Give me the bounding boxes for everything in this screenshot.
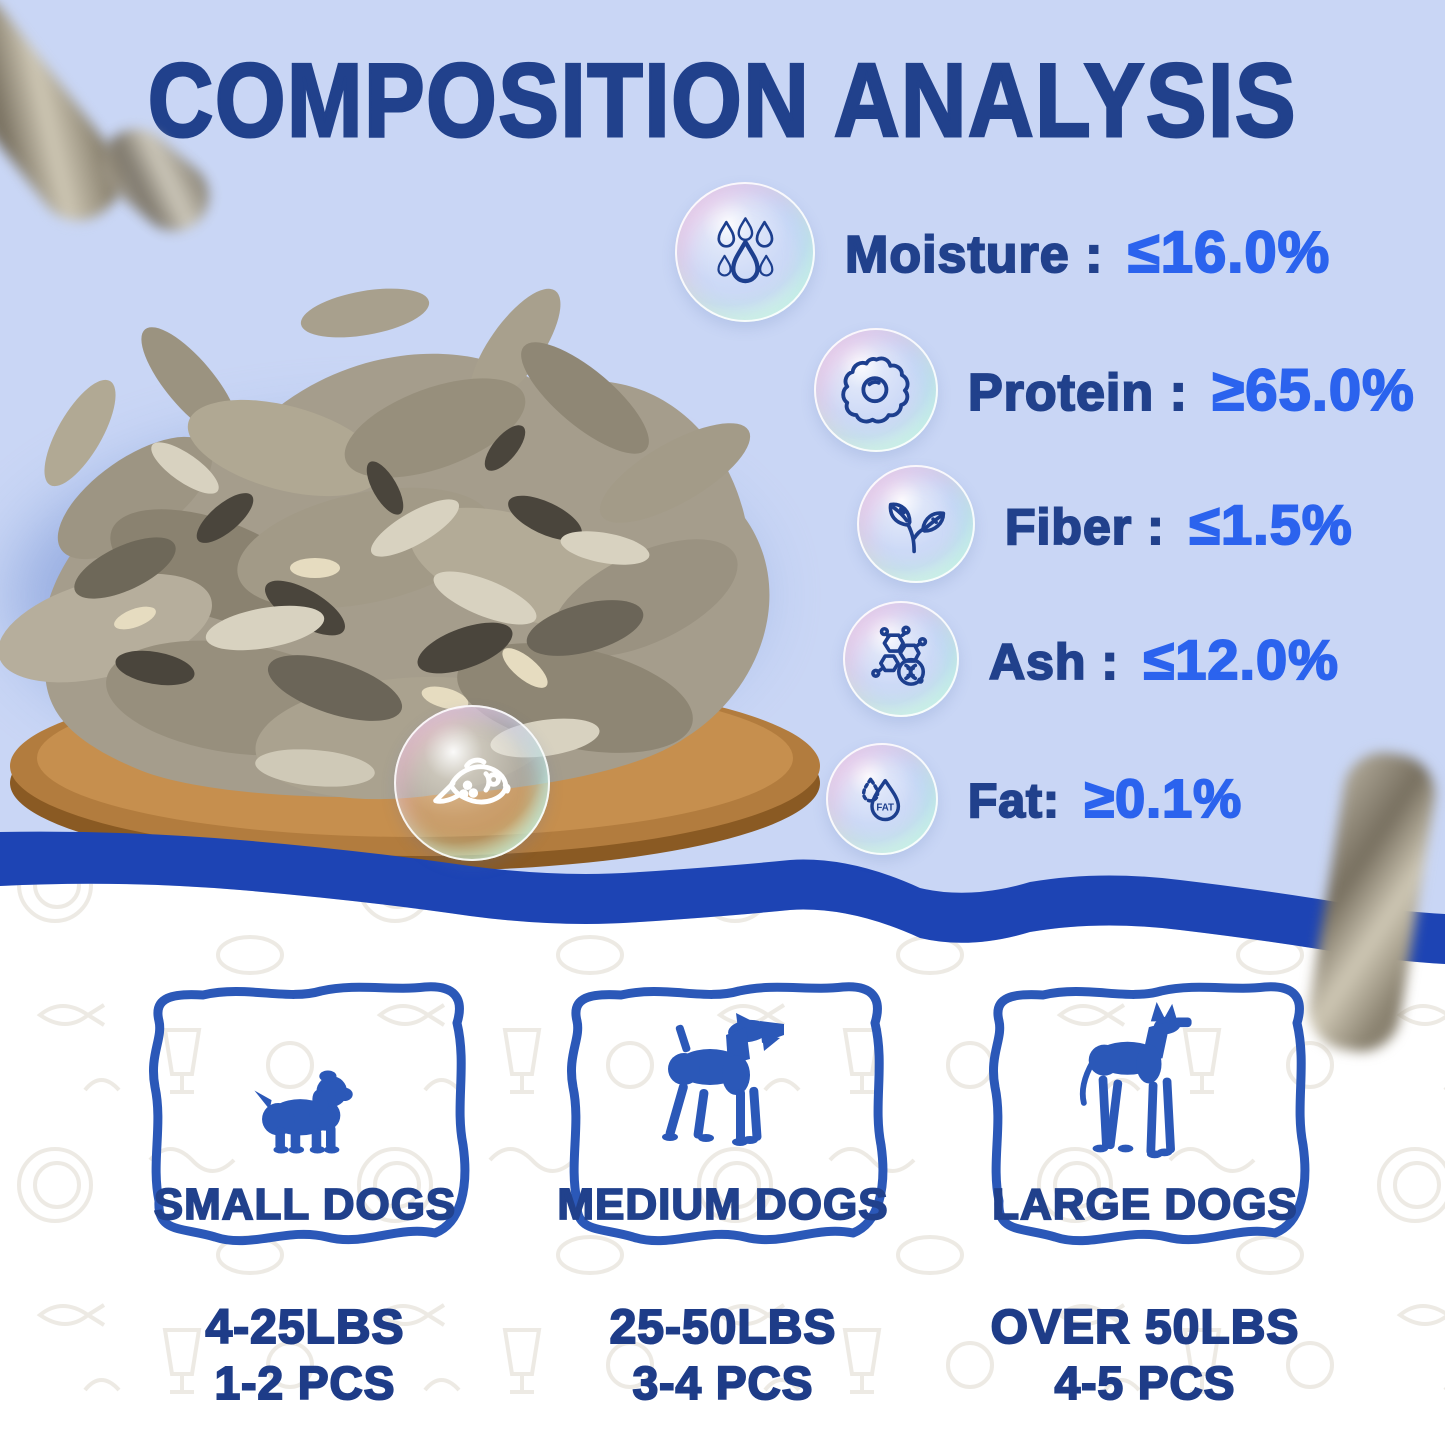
medium-dogs-weight: 25-50LBS [609, 1300, 837, 1355]
fat-bubble: FAT [826, 743, 938, 855]
medium-dogs-pieces: 3-4 PCS [632, 1356, 814, 1410]
molecule-icon [871, 625, 928, 686]
fish-icon [432, 757, 511, 805]
water-drops-icon [717, 216, 773, 283]
wave-band [0, 831, 1445, 964]
fat-text: Fat: ≥0.1% [967, 768, 1243, 830]
leaf-sprout-icon [889, 503, 946, 554]
composition-row-protein: Protein : ≥65.0% [814, 328, 1415, 452]
protein-text: Protein : ≥65.0% [967, 357, 1415, 424]
protein-bubble [814, 328, 938, 452]
fat-drop-icon: FAT [862, 777, 901, 822]
large-dogs-panel: LARGE DOGS OVER 50LBS 4-5 PCS [945, 972, 1345, 1442]
fat-value: ≥0.1% [1083, 768, 1243, 830]
hand-drawn-frame [567, 982, 888, 1246]
ash-value: ≤12.0% [1142, 627, 1339, 692]
ash-label: Ash : [988, 633, 1119, 691]
moisture-value: ≤16.0% [1127, 219, 1331, 286]
medium-dog-icon [662, 1013, 784, 1146]
small-dogs-pieces: 1-2 PCS [214, 1356, 396, 1410]
composition-row-fiber: Fiber : ≤1.5% [857, 465, 1353, 583]
small-dogs-weight: 4-25LBS [204, 1300, 405, 1355]
composition-row-fat: FAT Fat: ≥0.1% [826, 743, 1242, 855]
large-dogs-pieces: 4-5 PCS [1054, 1356, 1236, 1410]
header: COMPOSITION ANALYSIS [0, 42, 1445, 161]
ash-bubble [843, 601, 959, 717]
composition-row-ash: Ash : ≤12.0% [843, 601, 1339, 717]
large-dog-icon [1079, 1001, 1192, 1159]
fiber-label: Fiber : [1004, 498, 1165, 556]
hand-drawn-frame [989, 982, 1310, 1246]
medium-dogs-label: MEDIUM DOGS [556, 1179, 889, 1230]
svg-text:FAT: FAT [877, 803, 895, 814]
fiber-value: ≤1.5% [1188, 492, 1353, 557]
fish-bubble [394, 705, 550, 861]
fish-skin-pile [0, 288, 770, 800]
page-title: COMPOSITION ANALYSIS [147, 42, 1298, 161]
moisture-bubble [675, 182, 815, 322]
large-dogs-label: LARGE DOGS [991, 1179, 1298, 1230]
moisture-text: Moisture : ≤16.0% [844, 219, 1331, 286]
moisture-label: Moisture : [844, 225, 1104, 285]
wave-divider-and-bottom [0, 831, 1445, 1445]
composition-row-moisture: Moisture : ≤16.0% [675, 182, 1330, 322]
small-dogs-label: SMALL DOGS [153, 1179, 457, 1230]
fiber-text: Fiber : ≤1.5% [1004, 492, 1353, 557]
small-dogs-panel: SMALL DOGS 4-25LBS 1-2 PCS [105, 972, 505, 1442]
hand-drawn-frame [149, 982, 470, 1246]
fat-label: Fat: [967, 774, 1060, 829]
protein-value: ≥65.0% [1211, 357, 1415, 424]
small-dog-icon [254, 1070, 353, 1154]
fried-egg-icon [840, 356, 910, 423]
protein-label: Protein : [967, 363, 1188, 423]
fiber-bubble [857, 465, 975, 583]
large-dogs-weight: OVER 50LBS [990, 1300, 1300, 1355]
medium-dogs-panel: MEDIUM DOGS 25-50LBS 3-4 PCS [523, 972, 923, 1442]
bottom-white-area [0, 883, 1445, 1445]
ash-text: Ash : ≤12.0% [988, 627, 1339, 692]
